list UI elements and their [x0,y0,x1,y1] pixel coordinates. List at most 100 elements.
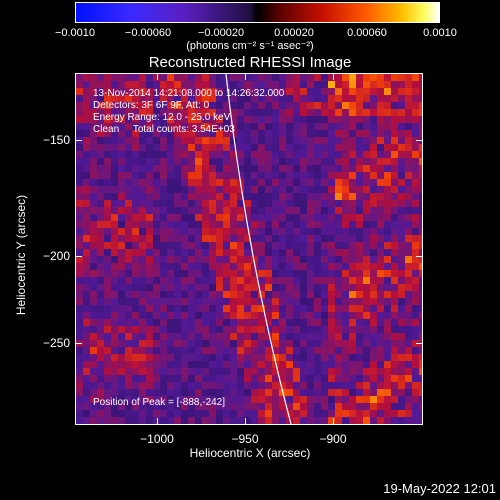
heatmap-cell [76,235,83,242]
heatmap-cell [76,214,83,221]
heatmap-cell [279,396,286,403]
heatmap-cell [356,158,363,165]
heatmap-cell [195,158,202,165]
heatmap-cell [111,74,118,81]
heatmap-cell [223,214,230,221]
heatmap-cell [188,228,195,235]
heatmap-cell [132,361,139,368]
heatmap-cell [321,165,328,172]
heatmap-cell [342,256,349,263]
heatmap-cell [265,312,272,319]
heatmap-cell [139,354,146,361]
heatmap-cell [342,291,349,298]
heatmap-cell [258,263,265,270]
heatmap-cell [195,214,202,221]
heatmap-cell [307,88,314,95]
heatmap-cell [181,347,188,354]
heatmap-cell [146,221,153,228]
heatmap-cell [286,326,293,333]
heatmap-cell [251,256,258,263]
heatmap-cell [160,242,167,249]
heatmap-cell [90,382,97,389]
heatmap-cell [223,361,230,368]
heatmap-cell [174,221,181,228]
heatmap-cell [293,151,300,158]
heatmap-cell [391,95,398,102]
heatmap-cell [83,207,90,214]
heatmap-cell [391,340,398,347]
heatmap-cell [230,270,237,277]
heatmap-cell [251,95,258,102]
heatmap-cell [76,74,83,81]
heatmap-cell [377,389,384,396]
heatmap-cell [349,179,356,186]
heatmap-cell [377,249,384,256]
heatmap-cell [202,263,209,270]
heatmap-cell [209,277,216,284]
heatmap-cell [104,207,111,214]
heatmap-cell [223,116,230,123]
heatmap-cell [188,74,195,81]
heatmap-cell [412,417,419,424]
heatmap-cell [251,354,258,361]
heatmap-cell [97,186,104,193]
heatmap-cell [412,389,419,396]
heatmap-cell [83,102,90,109]
heatmap-cell [279,214,286,221]
heatmap-cell [237,214,244,221]
heatmap-cell [104,123,111,130]
heatmap-cell [223,277,230,284]
heatmap-cell [237,193,244,200]
heatmap-cell [286,284,293,291]
heatmap-cell [90,312,97,319]
heatmap-cell [363,410,370,417]
heatmap-cell [167,270,174,277]
heatmap-cell [174,102,181,109]
heatmap-cell [265,368,272,375]
heatmap-cell [153,256,160,263]
heatmap-cell [195,221,202,228]
heatmap-cell [307,326,314,333]
heatmap-cell [405,130,412,137]
heatmap-cell [342,403,349,410]
heatmap-cell [384,88,391,95]
heatmap-cell [237,354,244,361]
heatmap-cell [349,158,356,165]
heatmap-cell [216,375,223,382]
heatmap-cell [125,200,132,207]
heatmap-cell [258,109,265,116]
heatmap-cell [90,403,97,410]
heatmap-cell [377,137,384,144]
heatmap-cell [237,382,244,389]
heatmap-cell [244,172,251,179]
heatmap-cell [279,186,286,193]
heatmap-cell [139,102,146,109]
heatmap-cell [307,144,314,151]
heatmap-cell [209,81,216,88]
heatmap-cell [104,263,111,270]
heatmap-cell [83,137,90,144]
heatmap-cell [412,137,419,144]
heatmap-cell [216,144,223,151]
heatmap-cell [174,172,181,179]
heatmap-cell [363,270,370,277]
heatmap-cell [202,172,209,179]
heatmap-cell [104,88,111,95]
heatmap-cell [300,298,307,305]
heatmap-cell [258,137,265,144]
heatmap-cell [76,312,83,319]
heatmap-cell [181,333,188,340]
heatmap-cell [286,193,293,200]
heatmap-cell [244,277,251,284]
heatmap-cell [258,193,265,200]
heatmap-cell [216,326,223,333]
x-tick-label: −950 [231,432,259,446]
heatmap-cell [83,312,90,319]
heatmap-cell [118,417,125,424]
heatmap-cell [76,284,83,291]
heatmap-cell [104,291,111,298]
heatmap-cell [160,228,167,235]
heatmap-cell [118,270,125,277]
heatmap-cell [244,179,251,186]
heatmap-cell [202,403,209,410]
